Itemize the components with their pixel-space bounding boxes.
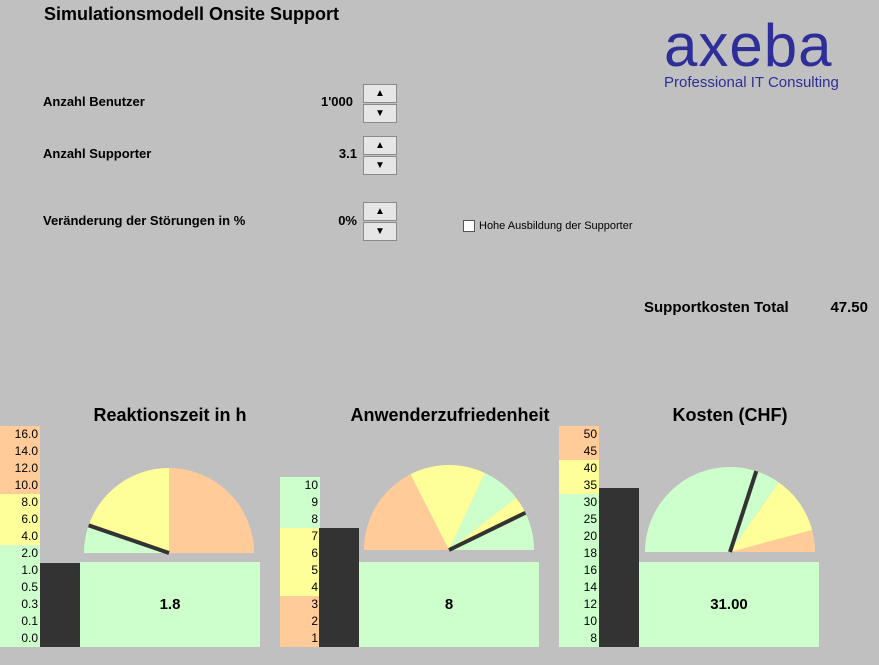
- scale-label: 7: [280, 528, 320, 545]
- scale-label: 40: [559, 460, 599, 477]
- scale-label: 8.0: [0, 494, 40, 511]
- logo-wordmark: axeba: [664, 12, 833, 79]
- scale-label: 6: [280, 545, 320, 562]
- gauge-readout: 31.00: [639, 562, 819, 647]
- gauge-needle: [448, 510, 527, 552]
- spin-down-button[interactable]: ▼: [363, 104, 397, 123]
- scale-label: 16.0: [0, 426, 40, 443]
- gauge-scale: 16.0 14.0 12.0 10.0 8.0 6.0 4.0 2.0 1.0 0.5 0.3 0.1…: [0, 426, 40, 647]
- logo-subtitle: Professional IT Consulting: [664, 74, 839, 91]
- gauge-sector: [730, 482, 813, 552]
- value-anzahl-supporter: 3.1: [338, 146, 357, 161]
- scale-label: 3: [280, 596, 320, 613]
- gauge-level-bar: [40, 563, 80, 647]
- scale-label: 9: [280, 494, 320, 511]
- gauge-sector: [449, 472, 516, 550]
- label-anzahl-benutzer: Anzahl Benutzer: [43, 94, 145, 109]
- supportkosten-value: 47.50: [830, 299, 868, 316]
- spin-down-button[interactable]: ▼: [363, 222, 397, 241]
- spin-up-button[interactable]: ▲: [363, 84, 397, 103]
- gauge-needle: [728, 470, 759, 553]
- gauge-level-bar: [319, 528, 359, 647]
- value-veraenderung-stoerungen: 0%: [338, 213, 357, 228]
- gauge-scale: 50 45 40 35 30 25 20 18 16 14 12 10 8: [559, 426, 599, 647]
- scale-label: 2: [280, 613, 320, 630]
- page-title: Simulationsmodell Onsite Support: [44, 4, 340, 24]
- arrow-up-icon: ▲: [375, 206, 385, 217]
- spinner-veraenderung-stoerungen: ▲ ▼: [363, 202, 397, 241]
- scale-label: 0.0: [0, 630, 40, 647]
- gauge-sector: [449, 497, 527, 550]
- label-anzahl-supporter: Anzahl Supporter: [43, 146, 152, 161]
- gauge-sector: [364, 474, 449, 550]
- scale-label: 25: [559, 511, 599, 528]
- gauge-sector: [730, 530, 815, 552]
- gauge-title-kosten: Kosten (CHF): [672, 405, 788, 425]
- spinner-anzahl-supporter: ▲ ▼: [363, 136, 397, 175]
- scale-label: 4.0: [0, 528, 40, 545]
- gauge-sector: [645, 467, 760, 552]
- spin-up-button[interactable]: ▲: [363, 202, 397, 221]
- scale-label: 0.3: [0, 596, 40, 613]
- arrow-down-icon: ▼: [375, 160, 385, 171]
- gauge-title-reaktionszeit: Reaktionszeit in h: [93, 405, 247, 425]
- scale-label: 18: [559, 545, 599, 562]
- gauge-sector: [410, 465, 485, 550]
- arrow-up-icon: ▲: [375, 88, 385, 99]
- gauge-readout: 1.8: [80, 562, 260, 647]
- gauge-sector: [88, 468, 169, 553]
- gauge-title-anwenderzufriedenheit: Anwenderzufriedenheit: [350, 405, 550, 425]
- checkbox-box[interactable]: [463, 220, 475, 232]
- scale-label: 10: [280, 477, 320, 494]
- spin-up-button[interactable]: ▲: [363, 136, 397, 155]
- checkbox-label: Hohe Ausbildung der Supporter: [479, 220, 633, 232]
- scale-label: 45: [559, 443, 599, 460]
- gauge-readout: 8: [359, 562, 539, 647]
- gauge-needle: [87, 523, 170, 555]
- arrow-up-icon: ▲: [375, 140, 385, 151]
- value-anzahl-benutzer: 1'000: [320, 94, 353, 109]
- scale-label: 0.5: [0, 579, 40, 596]
- gauge-level-bar: [599, 488, 639, 647]
- gauge-sector: [169, 468, 254, 553]
- scale-label: 12.0: [0, 460, 40, 477]
- gauge-sector: [449, 514, 534, 550]
- scale-label: 4: [280, 579, 320, 596]
- scale-label: 8: [559, 630, 599, 647]
- scale-label: 50: [559, 426, 599, 443]
- scale-label: 30: [559, 494, 599, 511]
- scale-label: 35: [559, 477, 599, 494]
- scale-label: 5: [280, 562, 320, 579]
- scale-label: 20: [559, 528, 599, 545]
- scale-label: 10.0: [0, 477, 40, 494]
- gauge-sector: [84, 526, 169, 553]
- scale-label: 1: [280, 630, 320, 647]
- supportkosten-label: Supportkosten Total: [644, 299, 789, 316]
- scale-label: 16: [559, 562, 599, 579]
- gauge-scale: 10 9 8 7 6 5 4 3 2 1: [280, 477, 320, 647]
- scale-label: 6.0: [0, 511, 40, 528]
- checkbox-hohe-ausbildung[interactable]: Hohe Ausbildung der Supporter: [463, 220, 633, 232]
- spin-down-button[interactable]: ▼: [363, 156, 397, 175]
- scale-label: 10: [559, 613, 599, 630]
- gauge-sector: [730, 472, 779, 552]
- spinner-anzahl-benutzer: ▲ ▼: [363, 84, 397, 123]
- scale-label: 0.1: [0, 613, 40, 630]
- scale-label: 12: [559, 596, 599, 613]
- scale-label: 14: [559, 579, 599, 596]
- scale-label: 2.0: [0, 545, 40, 562]
- arrow-down-icon: ▼: [375, 226, 385, 237]
- scale-label: 14.0: [0, 443, 40, 460]
- scale-label: 8: [280, 511, 320, 528]
- label-veraenderung-stoerungen: Veränderung der Störungen in %: [43, 213, 246, 228]
- scale-label: 1.0: [0, 562, 40, 579]
- arrow-down-icon: ▼: [375, 108, 385, 119]
